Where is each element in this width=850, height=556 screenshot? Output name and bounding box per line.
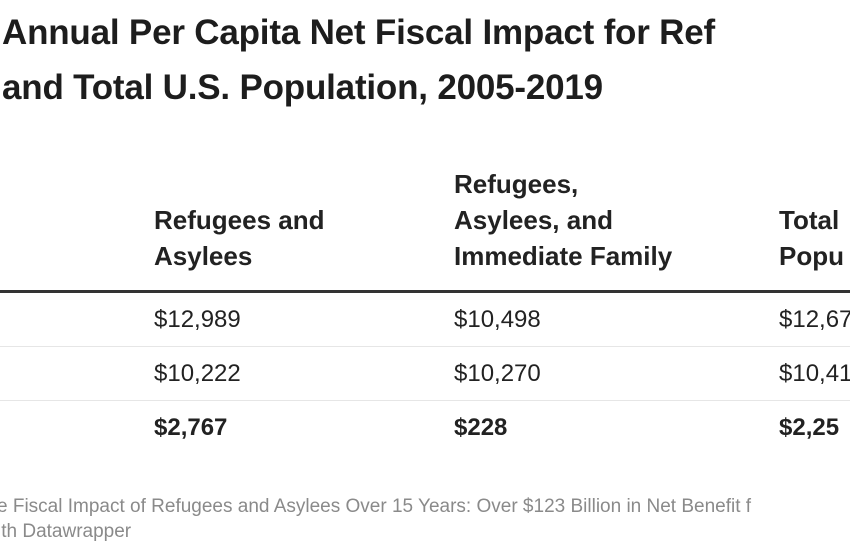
table-cell: $12,67	[779, 306, 850, 333]
header-rule	[0, 290, 850, 293]
column-header-refugees-asylees: Refugees and Asylees	[154, 202, 325, 274]
credit-text: ith Datawrapper	[0, 521, 132, 542]
header-line: Asylees, and	[454, 205, 613, 235]
header-line: Total	[779, 205, 840, 235]
column-header-total-population: Total Popu	[779, 202, 844, 274]
table-cell: $10,270	[454, 360, 541, 387]
table-cell: $10,498	[454, 306, 541, 333]
table-cell: $2,25	[779, 414, 840, 441]
column-header-refugees-asylees-family: Refugees, Asylees, and Immediate Family	[454, 166, 672, 274]
row-divider	[0, 400, 850, 401]
header-line: Popu	[779, 241, 844, 271]
table-cell: $228	[454, 414, 508, 441]
row-divider	[0, 346, 850, 347]
header-line: Asylees	[154, 241, 253, 271]
chart-title-line-1: Annual Per Capita Net Fiscal Impact for …	[2, 13, 715, 52]
header-line: Immediate Family	[454, 241, 673, 271]
table-cell: $2,767	[154, 414, 228, 441]
header-line: Refugees,	[454, 169, 579, 199]
table-cell: $10,41	[779, 360, 850, 387]
table-cell: $10,222	[154, 360, 241, 387]
header-line: Refugees and	[154, 205, 325, 235]
chart-title-line-2: and Total U.S. Population, 2005-2019	[2, 68, 603, 107]
table-cell: $12,989	[154, 306, 241, 333]
source-link[interactable]: e Fiscal Impact of Refugees and Asylees …	[0, 496, 752, 517]
